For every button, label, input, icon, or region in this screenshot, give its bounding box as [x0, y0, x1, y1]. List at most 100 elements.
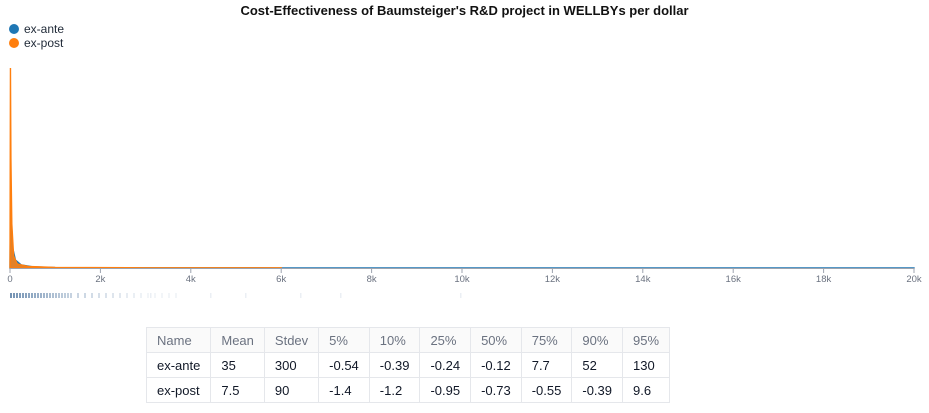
table-cell: 9.6 [621, 377, 671, 403]
rug-mark [43, 293, 45, 298]
column-header: Name [145, 327, 212, 353]
rug-mark [70, 293, 72, 298]
rug-mark [10, 293, 12, 298]
rug-mark [161, 293, 163, 298]
table-cell: -0.39 [571, 377, 623, 403]
rug-mark [25, 293, 27, 298]
table-cell: 7.7 [520, 352, 573, 378]
x-tick-label: 16k [726, 274, 742, 285]
x-tick-label: 2k [95, 274, 105, 285]
legend-label-ex-post: ex-post [24, 36, 64, 50]
legend-label-ex-ante: ex-ante [24, 22, 65, 36]
table-cell: -0.39 [368, 352, 421, 378]
rug-mark [67, 293, 69, 298]
column-header: 95% [621, 327, 671, 353]
rug-mark [147, 293, 149, 298]
rug-mark [49, 293, 51, 298]
column-header: 50% [470, 327, 522, 353]
legend-dot-ex-ante [9, 24, 19, 34]
rug-mark [460, 293, 462, 298]
column-header: 5% [318, 327, 370, 353]
x-tick-label: 8k [367, 274, 377, 285]
table-cell: -0.73 [470, 377, 522, 403]
table-cell: -0.54 [318, 352, 370, 378]
x-tick-label: 14k [635, 274, 651, 285]
table-body: ex-ante 35 300 -0.54 -0.39 -0.24 -0.12 7.7 52 130… [145, 352, 671, 403]
table-cell: 52 [571, 352, 623, 378]
table-cell: ex-post [145, 377, 212, 403]
rug-mark [154, 293, 156, 298]
rug-mark [40, 293, 42, 298]
rug-mark [58, 293, 60, 298]
table-cell: 90 [263, 377, 320, 403]
rug-mark [37, 293, 39, 298]
table-row: ex-post 7.5 90 -1.4 -1.2 -0.95 -0.73 -0.55 -0.39… [145, 377, 671, 403]
rug-mark [13, 293, 15, 298]
plot-area: 0 2k 4k 6k 8k 10k 12k 14k 16k 18k 20k [7, 67, 922, 298]
rug-mark [245, 293, 247, 298]
column-header: 75% [520, 327, 573, 353]
series-area-ex-post [9, 67, 282, 269]
table-cell: 35 [210, 352, 265, 378]
chart-title: Cost-Effectiveness of Baumsteiger's R&D … [240, 3, 689, 18]
legend-item-ex-ante[interactable]: ex-ante [9, 22, 64, 36]
x-tick-label: 4k [186, 274, 196, 285]
rug-mark [340, 293, 342, 298]
rug-mark [28, 293, 30, 298]
rug-mark [16, 293, 18, 298]
rug-mark [61, 293, 63, 298]
rug-mark [112, 293, 114, 298]
x-tick-label: 12k [545, 274, 561, 285]
table-cell: -0.95 [419, 377, 472, 403]
legend: ex-ante ex-post [9, 22, 64, 50]
rug-mark [119, 293, 121, 298]
table-cell: -0.12 [470, 352, 522, 378]
rug-mark [98, 293, 100, 298]
series-area-ex-ante [9, 183, 915, 269]
rug-mark [91, 293, 93, 298]
table-cell: 300 [263, 352, 320, 378]
rug-mark [55, 293, 57, 298]
x-tick-label: 20k [906, 274, 922, 285]
rug-mark [150, 293, 152, 298]
rug-mark [31, 293, 33, 298]
rug-mark [34, 293, 36, 298]
rug-mark [140, 293, 142, 298]
column-header: Stdev [263, 327, 320, 353]
column-header: 90% [571, 327, 623, 353]
sample-rug [10, 293, 462, 298]
legend-item-ex-post[interactable]: ex-post [9, 36, 64, 50]
table-cell: 7.5 [210, 377, 265, 403]
rug-mark [22, 293, 24, 298]
column-header: Mean [210, 327, 265, 353]
rug-mark [168, 293, 170, 298]
rug-mark [64, 293, 66, 298]
rug-mark [300, 293, 302, 298]
rug-mark [133, 293, 135, 298]
table-header-row: Name Mean Stdev 5% 10% 25% 50% 75% 90% 95% [145, 327, 671, 353]
table-cell: -0.55 [520, 377, 573, 403]
rug-mark [210, 293, 212, 298]
column-header: 25% [419, 327, 472, 353]
column-header: 10% [368, 327, 421, 353]
table-cell: -1.2 [368, 377, 421, 403]
rug-mark [126, 293, 128, 298]
table-cell: -0.24 [419, 352, 472, 378]
rug-mark [105, 293, 107, 298]
rug-mark [77, 293, 79, 298]
rug-mark [84, 293, 86, 298]
table-cell: 130 [621, 352, 671, 378]
rug-mark [46, 293, 48, 298]
table-cell: -1.4 [318, 377, 370, 403]
x-tick-label: 10k [454, 274, 470, 285]
table-cell: ex-ante [145, 352, 212, 378]
x-tick-label: 18k [816, 274, 832, 285]
summary-table: Name Mean Stdev 5% 10% 25% 50% 75% 90% 95% ex-ant… [145, 327, 671, 403]
legend-dot-ex-post [9, 38, 19, 48]
table-row: ex-ante 35 300 -0.54 -0.39 -0.24 -0.12 7.7 52 130 [145, 352, 671, 378]
x-tick-label: 6k [276, 274, 286, 285]
rug-mark [175, 293, 177, 298]
rug-mark [19, 293, 21, 298]
x-tick-label: 0 [7, 274, 12, 285]
rug-mark [52, 293, 54, 298]
